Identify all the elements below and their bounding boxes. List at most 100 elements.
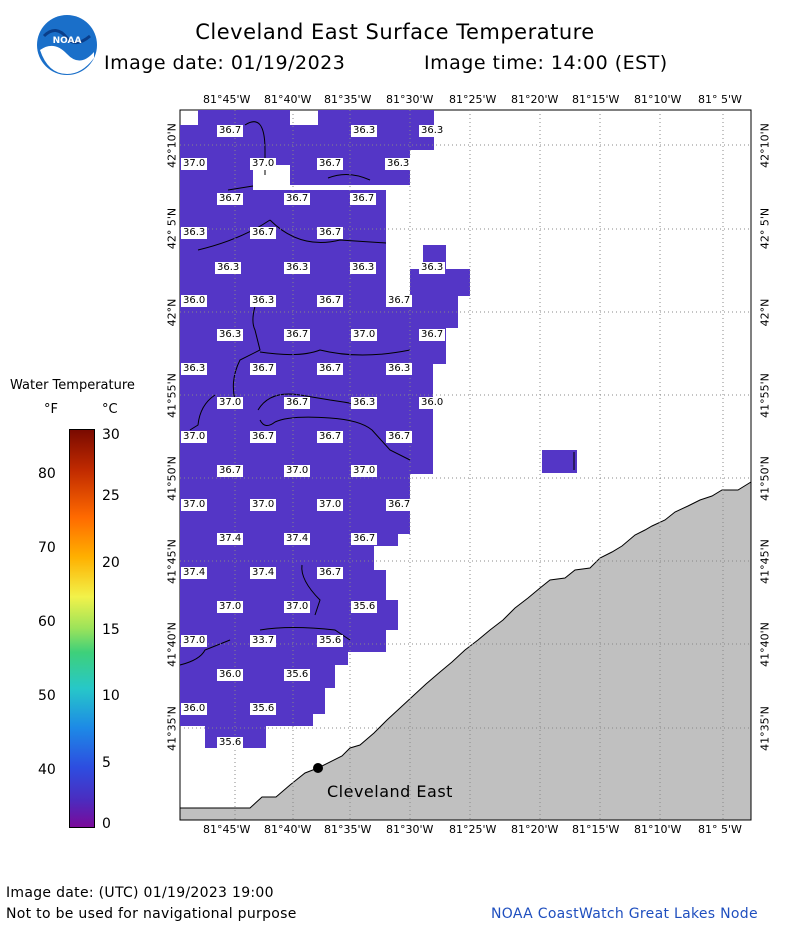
- lat-label: 41°55'N: [165, 373, 179, 418]
- temperature-label: 37.4: [250, 567, 277, 579]
- temperature-label: 36.0: [181, 703, 208, 715]
- legend-f-tick: 40: [38, 762, 56, 778]
- image-date: Image date: 01/19/2023: [104, 52, 346, 74]
- lat-label: 42°N: [165, 298, 179, 327]
- legend-c-tick: 10: [102, 688, 120, 704]
- temperature-label: 37.0: [351, 329, 378, 341]
- temperature-label: 36.3: [351, 397, 378, 409]
- temperature-label: 36.7: [350, 193, 377, 205]
- temperature-label: 33.7: [250, 635, 277, 647]
- isotherm-contours: [179, 121, 575, 666]
- legend-c-tick: 5: [102, 755, 111, 771]
- temperature-label: 37.4: [181, 567, 208, 579]
- temperature-label: 36.7: [386, 295, 413, 307]
- station-marker: [313, 763, 323, 773]
- lon-label: 81°40'W: [264, 93, 312, 106]
- legend-c-tick: 20: [102, 555, 120, 571]
- lon-label: 81°30'W: [386, 93, 434, 106]
- temperature-label: 35.6: [351, 601, 378, 613]
- temperature-label: 36.7: [317, 158, 344, 170]
- lon-label: 81°35'W: [324, 93, 372, 106]
- temperature-label: 35.6: [217, 737, 244, 749]
- temperature-label: 36.7: [284, 329, 311, 341]
- lon-label: 81°20'W: [511, 823, 559, 836]
- lat-label: 42°10'N: [758, 123, 772, 168]
- legend-unit-f: °F: [44, 402, 58, 417]
- temperature-label: 36.0: [419, 397, 446, 409]
- temperature-label: 35.6: [284, 669, 311, 681]
- legend-f-tick: 70: [38, 540, 56, 556]
- temperature-label: 36.7: [317, 227, 344, 239]
- logo-text: NOAA: [52, 36, 82, 46]
- lat-label: 42° 5'N: [165, 207, 179, 250]
- lon-label: 81°15'W: [572, 823, 620, 836]
- lon-label: 81°30'W: [386, 823, 434, 836]
- legend-f-tick: 50: [38, 688, 56, 704]
- temperature-label: 37.0: [181, 431, 208, 443]
- lon-label: 81°15'W: [572, 93, 620, 106]
- lon-label: 81°40'W: [264, 823, 312, 836]
- temperature-label: 36.7: [317, 567, 344, 579]
- temperature-label: 35.6: [317, 635, 344, 647]
- temperature-label: 36.7: [284, 397, 311, 409]
- station-label: Cleveland East: [327, 782, 453, 801]
- lat-label: 42° 5'N: [758, 207, 772, 250]
- legend-colorbar: [69, 429, 95, 828]
- lon-label: 81°25'W: [449, 93, 497, 106]
- legend-c-tick: 15: [102, 622, 120, 638]
- temperature-label: 35.6: [250, 703, 277, 715]
- lon-label: 81°25'W: [449, 823, 497, 836]
- legend-f-tick: 80: [38, 466, 56, 482]
- temperature-label: 37.0: [284, 465, 311, 477]
- temperature-label: 36.3: [250, 295, 277, 307]
- temperature-label: 36.7: [217, 465, 244, 477]
- lon-label: 81°10'W: [634, 93, 682, 106]
- temperature-label: 37.0: [250, 158, 277, 170]
- temperature-label: 36.7: [386, 431, 413, 443]
- temperature-label: 37.0: [317, 499, 344, 511]
- image-time: Image time: 14:00 (EST): [424, 52, 668, 74]
- temperature-label: 36.0: [181, 295, 208, 307]
- lon-label: 81°10'W: [634, 823, 682, 836]
- temperature-label: 37.4: [284, 533, 311, 545]
- temperature-label: 36.7: [250, 431, 277, 443]
- temperature-label: 36.3: [351, 125, 378, 137]
- temperature-label: 36.7: [217, 125, 244, 137]
- lat-label: 41°35'N: [758, 706, 772, 751]
- lon-label: 81°20'W: [511, 93, 559, 106]
- lat-label: 41°35'N: [165, 706, 179, 751]
- temperature-label: 37.0: [181, 158, 208, 170]
- lon-label: 81° 5'W: [698, 823, 742, 836]
- temperature-label: 36.7: [284, 193, 311, 205]
- temperature-label: 37.0: [181, 499, 208, 511]
- legend-unit-c: °C: [102, 402, 118, 417]
- temperature-label: 36.3: [284, 262, 311, 274]
- temperature-label: 36.3: [215, 262, 242, 274]
- temperature-label: 37.0: [284, 601, 311, 613]
- noaa-logo-icon: [37, 15, 97, 75]
- footer-utc: Image date: (UTC) 01/19/2023 19:00: [6, 885, 274, 901]
- temperature-label: 36.7: [250, 363, 277, 375]
- temperature-label: 36.7: [317, 295, 344, 307]
- footer-credit: NOAA CoastWatch Great Lakes Node: [491, 906, 758, 922]
- temperature-label: 36.3: [181, 363, 208, 375]
- page-title: Cleveland East Surface Temperature: [195, 20, 595, 44]
- legend-c-tick: 25: [102, 488, 120, 504]
- temperature-label: 36.7: [386, 499, 413, 511]
- temperature-label: 37.0: [181, 635, 208, 647]
- lat-label: 41°40'N: [165, 622, 179, 667]
- temperature-label: 36.3: [350, 262, 377, 274]
- lat-label: 41°45'N: [165, 539, 179, 584]
- lon-label: 81°35'W: [324, 823, 372, 836]
- legend-c-tick: 30: [102, 427, 120, 443]
- legend-title: Water Temperature: [10, 378, 135, 393]
- temperature-label: 37.0: [217, 397, 244, 409]
- temperature-label: 37.4: [217, 533, 244, 545]
- land-area: [179, 481, 752, 821]
- temperature-label: 36.3: [386, 363, 413, 375]
- temperature-label: 36.3: [385, 158, 412, 170]
- temperature-label: 36.7: [317, 363, 344, 375]
- lat-label: 41°40'N: [758, 622, 772, 667]
- temperature-label: 36.7: [317, 431, 344, 443]
- temperature-label: 36.7: [250, 227, 277, 239]
